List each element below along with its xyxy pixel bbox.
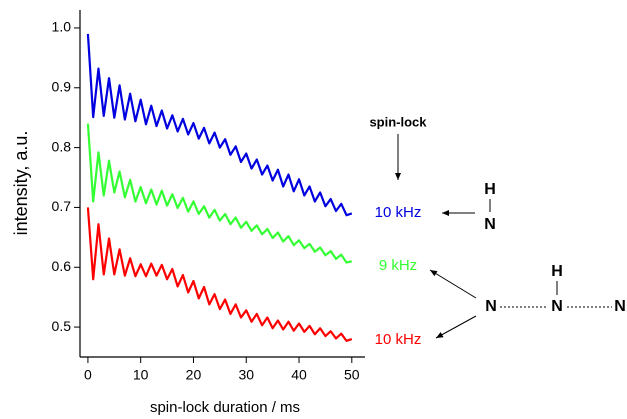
annotation: N — [484, 216, 496, 233]
x-axis-label: spin-lock duration / ms — [150, 399, 300, 416]
x-tick-label: 30 — [238, 367, 254, 383]
y-tick-label: 0.7 — [52, 198, 72, 214]
x-tick-label: 10 — [133, 367, 149, 383]
series-label: 10 kHz — [375, 204, 422, 221]
y-tick-label: 0.6 — [52, 258, 72, 274]
series-line — [86, 207, 353, 342]
series-label: 10 kHz — [375, 331, 422, 348]
x-tick-label: 50 — [344, 367, 360, 383]
x-tick-label: 0 — [84, 367, 92, 383]
annotation: spin-lock — [369, 114, 427, 129]
annotation: H — [484, 181, 496, 198]
y-tick-label: 0.9 — [52, 78, 72, 94]
y-tick-label: 1.0 — [52, 19, 72, 35]
x-tick-label: 40 — [291, 367, 307, 383]
annotation: N — [551, 298, 563, 315]
annotation: H — [551, 263, 563, 280]
annotation: N — [485, 298, 497, 315]
x-tick-label: 20 — [186, 367, 202, 383]
y-axis-label: intensity, a.u. — [11, 131, 31, 236]
series-line — [86, 123, 353, 264]
arrow — [435, 315, 477, 339]
y-tick-label: 0.5 — [52, 318, 72, 334]
series-line — [86, 33, 353, 217]
arrow — [429, 269, 477, 299]
series-label: 9 kHz — [379, 257, 417, 274]
annotation: N — [614, 298, 626, 315]
y-tick-label: 0.8 — [52, 138, 72, 154]
